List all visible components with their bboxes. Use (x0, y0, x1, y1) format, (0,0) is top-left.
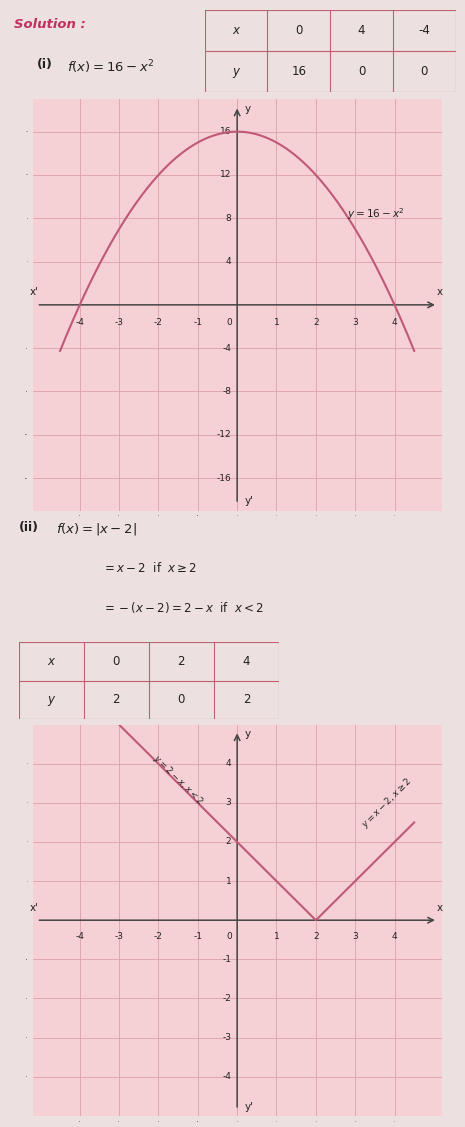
Text: $y = 16 - x^2$: $y = 16 - x^2$ (347, 206, 405, 222)
Text: y: y (245, 728, 251, 738)
Text: $f(x) = |x - 2|$: $f(x) = |x - 2|$ (56, 521, 137, 538)
Text: $f(x) = 16 - x^2$: $f(x) = 16 - x^2$ (67, 57, 155, 76)
Text: -4: -4 (75, 932, 84, 941)
Text: 8: 8 (226, 214, 231, 223)
Text: -8: -8 (222, 387, 231, 396)
Text: $y=2-x, x<2$: $y=2-x, x<2$ (150, 752, 206, 808)
Text: 2: 2 (226, 837, 231, 846)
Text: x': x' (30, 904, 39, 913)
Text: 2: 2 (243, 693, 250, 707)
Text: y: y (47, 693, 55, 707)
Text: 1: 1 (273, 318, 279, 327)
Text: 2: 2 (313, 932, 319, 941)
Text: $y=x-2, x{\geq}2$: $y=x-2, x{\geq}2$ (359, 774, 415, 831)
Text: x: x (437, 287, 443, 298)
Text: x: x (437, 904, 443, 913)
Text: $= -(x - 2) = 2 - x$  if  $x < 2$: $= -(x - 2) = 2 - x$ if $x < 2$ (102, 601, 265, 615)
Text: Solution :: Solution : (14, 18, 86, 32)
Text: 0: 0 (226, 318, 232, 327)
Text: 4: 4 (358, 24, 365, 37)
Text: 3: 3 (352, 318, 358, 327)
Text: -2: -2 (154, 318, 163, 327)
Text: 2: 2 (178, 655, 185, 668)
Text: 1: 1 (226, 877, 231, 886)
Text: 2: 2 (113, 693, 120, 707)
Text: -16: -16 (217, 473, 231, 482)
Text: 3: 3 (226, 798, 231, 807)
Text: 4: 4 (392, 932, 398, 941)
Text: y': y' (245, 1102, 254, 1112)
Text: 4: 4 (226, 257, 231, 266)
Text: 4: 4 (243, 655, 250, 668)
Text: x: x (232, 24, 239, 37)
Text: (i): (i) (37, 57, 53, 71)
Text: -3: -3 (114, 318, 124, 327)
Text: -2: -2 (222, 994, 231, 1003)
Text: -4: -4 (418, 24, 430, 37)
Text: -4: -4 (222, 344, 231, 353)
Text: 0: 0 (113, 655, 120, 668)
Text: -1: -1 (193, 932, 202, 941)
Text: -12: -12 (217, 431, 231, 440)
Text: 3: 3 (352, 932, 358, 941)
Text: -1: -1 (193, 318, 202, 327)
Text: 2: 2 (313, 318, 319, 327)
Text: -3: -3 (114, 932, 124, 941)
Text: 12: 12 (220, 170, 231, 179)
Text: 0: 0 (226, 932, 232, 941)
Text: y: y (245, 104, 251, 114)
Text: 4: 4 (226, 760, 231, 769)
Text: -4: -4 (75, 318, 84, 327)
Text: -2: -2 (154, 932, 163, 941)
Text: x': x' (30, 287, 39, 298)
Text: -4: -4 (222, 1072, 231, 1081)
Text: y: y (232, 65, 239, 79)
Text: 0: 0 (358, 65, 365, 79)
Text: 0: 0 (295, 24, 302, 37)
Text: x: x (47, 655, 55, 668)
Text: 16: 16 (291, 65, 306, 79)
Text: (ii): (ii) (19, 521, 39, 534)
Text: 4: 4 (392, 318, 398, 327)
Text: -1: -1 (222, 955, 231, 964)
Text: 16: 16 (220, 127, 231, 136)
Text: 0: 0 (178, 693, 185, 707)
Text: -3: -3 (222, 1033, 231, 1042)
Text: 1: 1 (273, 932, 279, 941)
Text: 0: 0 (421, 65, 428, 79)
Text: $= x - 2$  if  $x \geq 2$: $= x - 2$ if $x \geq 2$ (102, 561, 198, 575)
Text: y': y' (245, 496, 254, 506)
